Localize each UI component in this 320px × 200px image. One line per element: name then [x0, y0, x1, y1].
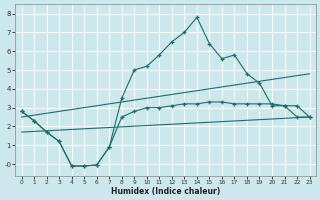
X-axis label: Humidex (Indice chaleur): Humidex (Indice chaleur): [111, 187, 220, 196]
